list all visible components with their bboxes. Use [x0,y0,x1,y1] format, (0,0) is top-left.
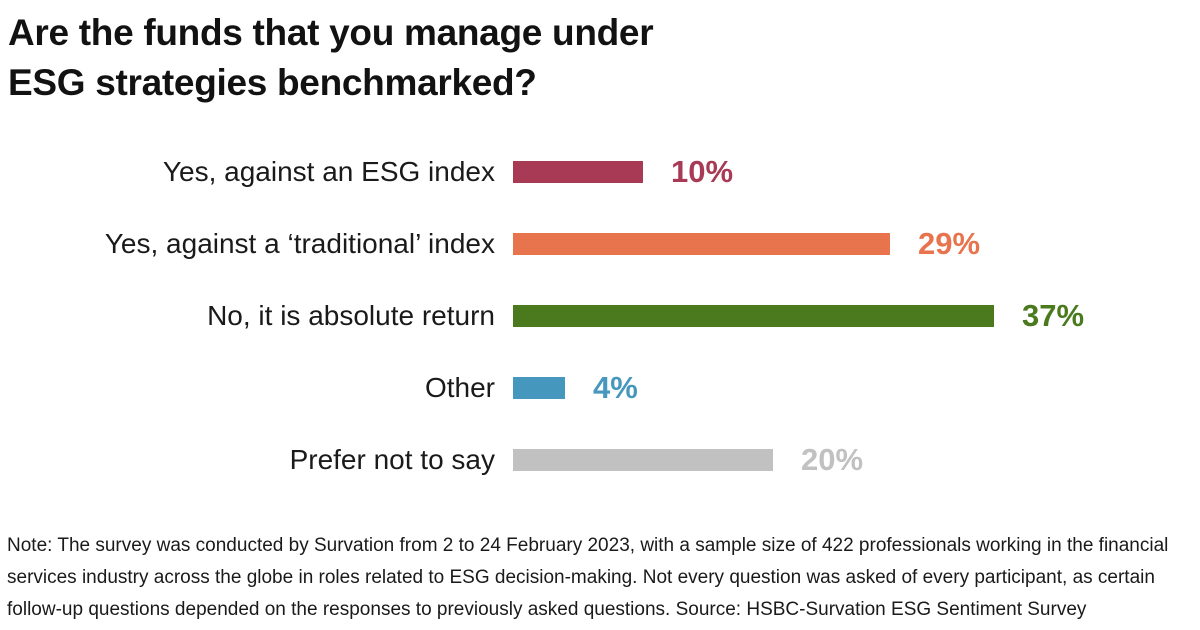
bar [513,449,773,471]
bar [513,377,565,399]
category-label: No, it is absolute return [207,300,495,331]
bar [513,233,890,255]
category-label: Other [424,372,495,403]
category-label: Prefer not to say [289,444,495,475]
value-label: 10% [671,154,734,189]
value-label: 20% [801,442,864,477]
bar-chart: Yes, against an ESG index 10% Yes, again… [0,136,1200,496]
bar-row-absolute-return: No, it is absolute return 37% [0,280,1200,352]
bar-row-prefer-not-to-say: Prefer not to say 20% [0,424,1200,496]
chart-title-line1: Are the funds that you manage under [8,12,654,53]
chart-title: Are the funds that you manage under ESG … [8,8,654,108]
value-label: 37% [1022,298,1085,333]
footnote: Note: The survey was conducted by Survat… [7,530,1168,626]
category-label: Yes, against an ESG index [162,156,495,187]
bar [513,161,643,183]
bar-row-other: Other 4% [0,352,1200,424]
value-label: 29% [918,226,981,261]
bar [513,305,994,327]
footnote-line1: Note: The survey was conducted by Survat… [7,535,1169,556]
bar-row-traditional-index: Yes, against a ‘traditional’ index 29% [0,208,1200,280]
footnote-line2: services industry across the globe in ro… [7,567,1155,588]
bar-row-esg-index: Yes, against an ESG index 10% [0,136,1200,208]
footnote-line3: follow-up questions depended on the resp… [7,599,1087,620]
chart-title-line2: ESG strategies benchmarked? [8,62,537,103]
category-label: Yes, against a ‘traditional’ index [104,228,495,259]
value-label: 4% [593,370,638,405]
